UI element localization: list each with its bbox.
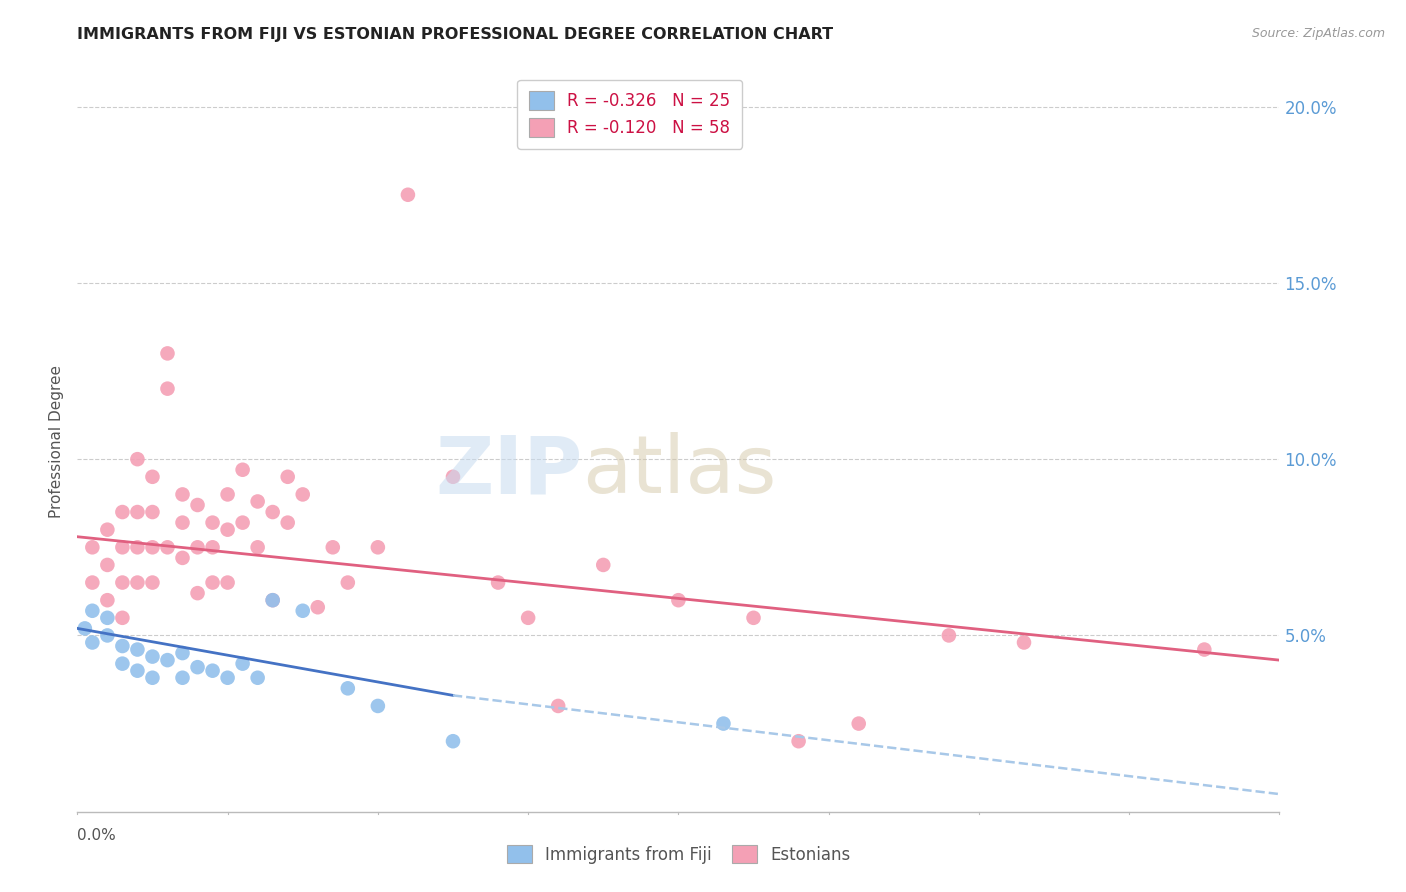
Text: 0.0%: 0.0% [77, 828, 117, 843]
Legend: Immigrants from Fiji, Estonians: Immigrants from Fiji, Estonians [496, 835, 860, 874]
Point [322, 541, 344, 555]
Point [246, 671, 269, 685]
Point [111, 505, 134, 519]
Point [742, 611, 765, 625]
Point [277, 470, 299, 484]
Point [232, 463, 254, 477]
Text: ZIP: ZIP [434, 432, 582, 510]
Point [217, 671, 239, 685]
Point [96, 593, 118, 607]
Point [217, 523, 239, 537]
Point [396, 187, 419, 202]
Point [172, 646, 194, 660]
Point [96, 628, 118, 642]
Point [848, 716, 870, 731]
Point [547, 698, 569, 713]
Y-axis label: Professional Degree: Professional Degree [49, 365, 65, 518]
Point [156, 541, 179, 555]
Point [172, 516, 194, 530]
Point [96, 611, 118, 625]
Point [127, 642, 149, 657]
Point [592, 558, 614, 572]
Point [172, 671, 194, 685]
Point [141, 505, 163, 519]
Point [156, 346, 179, 360]
Point [187, 660, 209, 674]
Point [111, 575, 134, 590]
Text: Source: ZipAtlas.com: Source: ZipAtlas.com [1251, 27, 1385, 40]
Point [127, 505, 149, 519]
Point [291, 487, 314, 501]
Point [486, 575, 509, 590]
Point [262, 505, 284, 519]
Point [172, 487, 194, 501]
Point [141, 470, 163, 484]
Point [232, 657, 254, 671]
Point [201, 664, 224, 678]
Point [96, 523, 118, 537]
Point [111, 657, 134, 671]
Point [291, 604, 314, 618]
Point [141, 541, 163, 555]
Point [111, 639, 134, 653]
Point [787, 734, 810, 748]
Point [1194, 642, 1216, 657]
Point [441, 734, 464, 748]
Point [156, 653, 179, 667]
Point [127, 541, 149, 555]
Point [73, 621, 96, 635]
Point [246, 541, 269, 555]
Point [713, 716, 735, 731]
Point [517, 611, 540, 625]
Point [127, 664, 149, 678]
Point [367, 698, 389, 713]
Point [141, 575, 163, 590]
Point [201, 516, 224, 530]
Point [187, 586, 209, 600]
Point [277, 516, 299, 530]
Point [201, 541, 224, 555]
Text: atlas: atlas [582, 432, 776, 510]
Point [246, 494, 269, 508]
Point [127, 575, 149, 590]
Point [172, 550, 194, 565]
Point [217, 575, 239, 590]
Point [262, 593, 284, 607]
Point [307, 600, 329, 615]
Point [187, 541, 209, 555]
Point [201, 575, 224, 590]
Point [156, 382, 179, 396]
Point [441, 470, 464, 484]
Point [82, 575, 104, 590]
Point [336, 681, 359, 696]
Point [82, 635, 104, 649]
Point [96, 558, 118, 572]
Point [127, 452, 149, 467]
Point [217, 487, 239, 501]
Point [336, 575, 359, 590]
Text: IMMIGRANTS FROM FIJI VS ESTONIAN PROFESSIONAL DEGREE CORRELATION CHART: IMMIGRANTS FROM FIJI VS ESTONIAN PROFESS… [77, 27, 834, 42]
Point [367, 541, 389, 555]
Point [262, 593, 284, 607]
Point [82, 541, 104, 555]
Point [187, 498, 209, 512]
Point [141, 649, 163, 664]
Point [232, 516, 254, 530]
Point [938, 628, 960, 642]
Point [82, 604, 104, 618]
Point [668, 593, 690, 607]
Point [1012, 635, 1035, 649]
Point [111, 541, 134, 555]
Point [141, 671, 163, 685]
Point [111, 611, 134, 625]
